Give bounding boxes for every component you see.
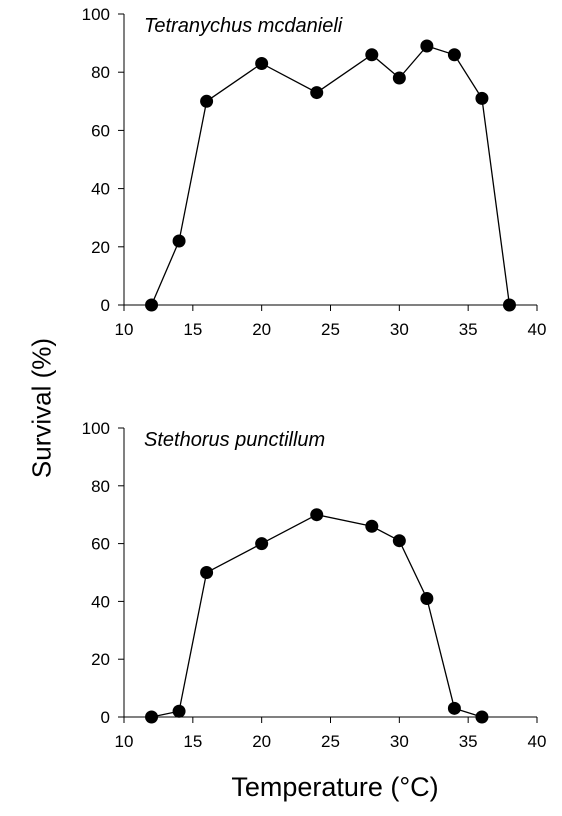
x-tick-label: 10 xyxy=(115,732,134,751)
data-point xyxy=(365,519,379,533)
data-point xyxy=(172,234,186,248)
data-point xyxy=(447,701,461,715)
data-point xyxy=(420,39,434,53)
y-tick-label: 40 xyxy=(91,592,110,611)
x-tick-label: 15 xyxy=(183,732,202,751)
panel-title: Stethorus punctillum xyxy=(144,429,325,451)
y-tick-label: 0 xyxy=(101,296,110,315)
x-tick-label: 35 xyxy=(459,732,478,751)
y-tick-label: 80 xyxy=(91,63,110,82)
x-tick-label: 20 xyxy=(252,320,271,339)
data-point xyxy=(145,298,159,312)
y-tick-label: 60 xyxy=(91,121,110,140)
x-tick-label: 30 xyxy=(390,732,409,751)
data-point xyxy=(255,56,269,70)
data-point xyxy=(502,298,516,312)
series-line xyxy=(150,45,511,306)
y-tick-label: 100 xyxy=(82,5,110,24)
data-point xyxy=(172,704,186,718)
data-point xyxy=(447,48,461,62)
series-line xyxy=(151,514,483,718)
data-point xyxy=(475,91,489,105)
y-tick-label: 0 xyxy=(101,708,110,727)
panel-stethorus: 0 20 40 60 80 100 10 15 20 25 30 35 40 Stethorus punc… xyxy=(82,419,547,751)
x-tick-label: 25 xyxy=(321,732,340,751)
data-point xyxy=(365,48,379,62)
x-tick-label: 15 xyxy=(183,320,202,339)
y-tick-label: 40 xyxy=(91,180,110,199)
data-point xyxy=(200,94,214,108)
data-point xyxy=(310,508,324,522)
data-point xyxy=(255,537,269,551)
x-tick-label: 30 xyxy=(390,320,409,339)
x-tick-label: 25 xyxy=(321,320,340,339)
panel-title: Tetranychus mcdanieli xyxy=(144,15,343,37)
y-tick-label: 20 xyxy=(91,650,110,669)
data-point xyxy=(392,71,406,85)
x-tick-label: 40 xyxy=(528,732,547,751)
x-tick-label: 20 xyxy=(252,732,271,751)
y-tick-label: 100 xyxy=(82,419,110,438)
x-tick-label: 40 xyxy=(528,320,547,339)
data-point xyxy=(420,592,434,606)
data-point xyxy=(475,710,489,724)
panel-tetranychus: 0 20 40 60 80 100 10 15 20 25 30 35 40 Tetranychus mc… xyxy=(82,5,547,339)
x-tick-label: 10 xyxy=(115,320,134,339)
x-tick-label: 35 xyxy=(459,320,478,339)
data-point xyxy=(200,566,214,579)
data-point xyxy=(310,86,324,100)
data-point xyxy=(145,710,159,724)
data-point xyxy=(392,534,406,548)
y-tick-label: 60 xyxy=(91,535,110,554)
y-tick-label: 20 xyxy=(91,238,110,257)
y-tick-label: 80 xyxy=(91,477,110,496)
